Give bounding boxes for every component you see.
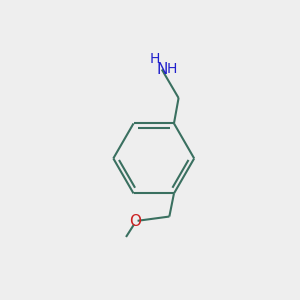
Text: O: O <box>129 214 141 230</box>
Text: H: H <box>167 62 177 76</box>
Text: N: N <box>156 62 167 77</box>
Text: H: H <box>149 52 160 66</box>
